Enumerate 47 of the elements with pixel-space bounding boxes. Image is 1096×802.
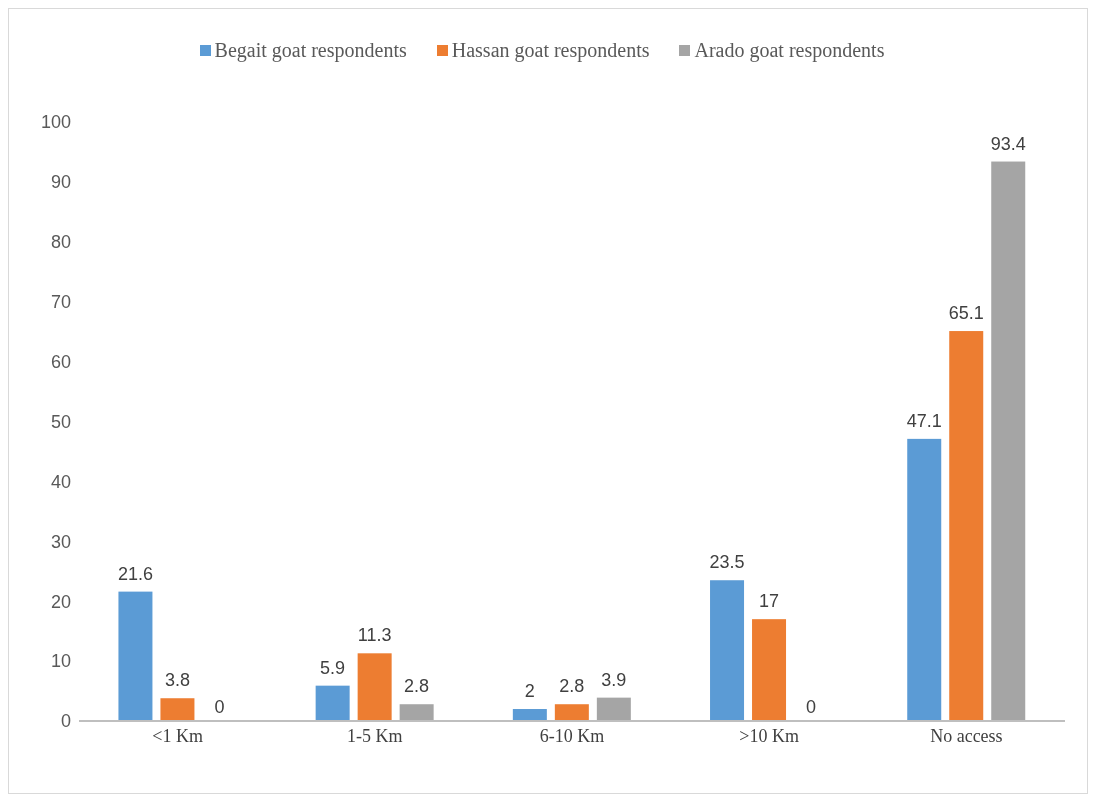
y-tick-label: 40 <box>50 471 71 492</box>
bar <box>399 704 434 721</box>
y-tick-label: 80 <box>50 232 71 253</box>
bar <box>118 591 153 721</box>
data-label: 2.8 <box>404 676 430 697</box>
y-tick-label: 100 <box>40 112 71 133</box>
y-tick-label: 20 <box>50 591 71 612</box>
data-label: 0 <box>214 697 225 717</box>
legend-label: Begait goat respondents <box>213 39 407 62</box>
x-tick-label: <1 Km <box>152 725 203 746</box>
y-tick-label: 90 <box>50 172 71 193</box>
bar <box>596 697 631 721</box>
x-tick-label: >10 Km <box>739 725 800 746</box>
data-label: 0 <box>806 697 817 717</box>
x-tick-label: 1-5 Km <box>347 725 403 746</box>
bar <box>554 704 589 721</box>
y-tick-label: 10 <box>50 651 71 672</box>
data-label: 17 <box>759 591 780 612</box>
data-label: 5.9 <box>320 657 346 678</box>
bar <box>357 653 392 721</box>
y-tick-label: 0 <box>60 711 71 732</box>
legend-label: Arado goat respondents <box>693 39 885 62</box>
data-label: 47.1 <box>906 410 942 431</box>
bar <box>710 580 745 721</box>
data-label: 21.6 <box>117 563 153 584</box>
data-label: 3.8 <box>164 670 190 691</box>
data-label: 23.5 <box>709 552 745 573</box>
y-tick-label: 60 <box>50 351 71 372</box>
y-tick-label: 50 <box>50 411 71 432</box>
bar <box>949 331 984 721</box>
data-label: 3.9 <box>601 669 627 690</box>
bar <box>512 709 547 721</box>
data-label: 93.4 <box>990 133 1026 154</box>
bar <box>160 698 195 721</box>
data-label: 11.3 <box>357 625 392 646</box>
data-label: 65.1 <box>948 303 984 324</box>
x-tick-label: No access <box>930 725 1003 746</box>
data-label: 2 <box>524 681 535 702</box>
bar <box>315 685 350 721</box>
x-tick-label: 6-10 Km <box>539 725 605 746</box>
bar <box>907 438 942 721</box>
y-tick-label: 30 <box>50 531 71 552</box>
data-label: 2.8 <box>559 676 585 697</box>
y-tick-label: 70 <box>50 292 71 313</box>
bar <box>991 161 1026 721</box>
legend-label: Hassan goat respondents <box>450 39 650 62</box>
bar <box>752 619 787 721</box>
